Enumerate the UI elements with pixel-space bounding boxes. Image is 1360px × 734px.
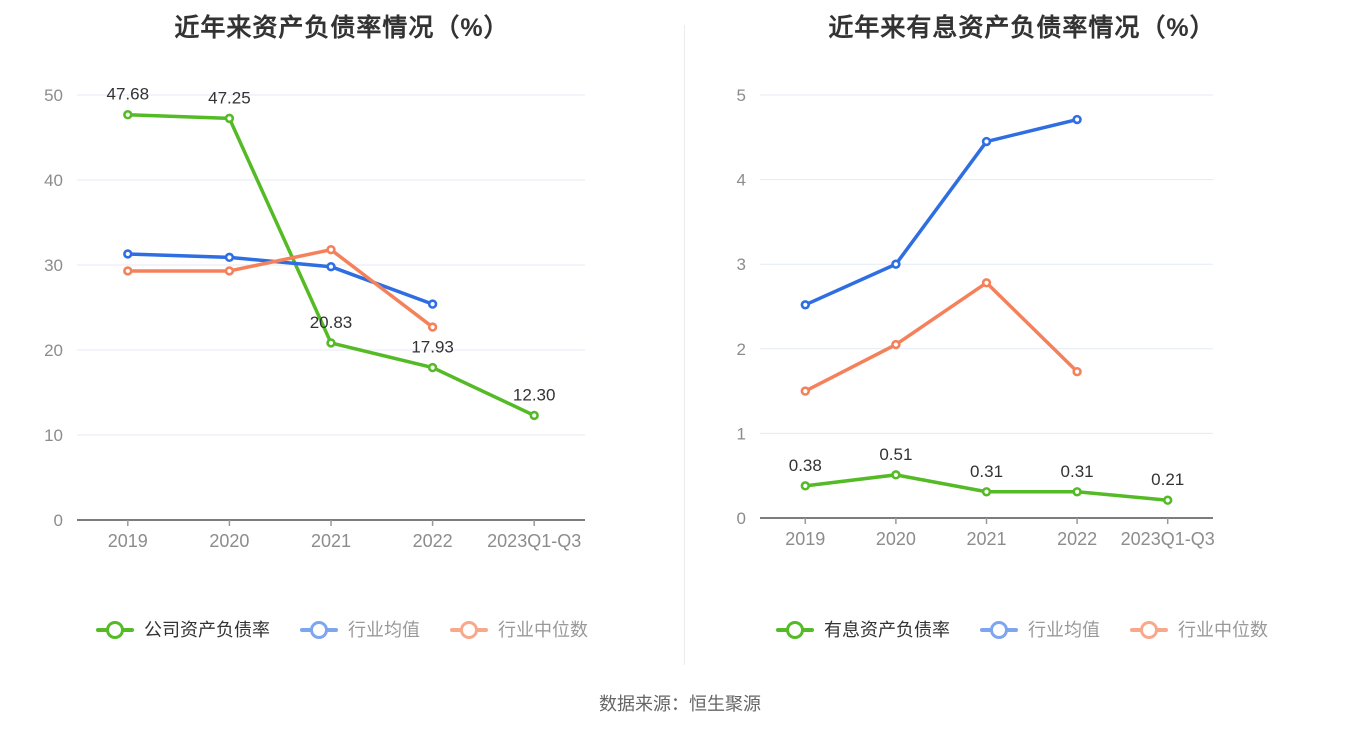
legend-item-industry-average[interactable]: 行业均值 xyxy=(980,620,1100,640)
data-point xyxy=(427,362,438,373)
data-label: 0.31 xyxy=(970,462,1003,481)
data-point xyxy=(224,266,235,276)
x-axis-label: 2023Q1-Q3 xyxy=(487,531,581,551)
legend-item-industry-median[interactable]: 行业中位数 xyxy=(450,620,588,640)
data-label: 17.93 xyxy=(411,338,454,357)
panel-divider xyxy=(684,25,685,665)
y-axis-label: 50 xyxy=(44,86,63,105)
data-point xyxy=(326,245,336,255)
data-label: 20.83 xyxy=(310,313,353,332)
legend-label: 行业中位数 xyxy=(498,620,588,640)
data-label: 0.51 xyxy=(879,445,912,464)
interest-bearing-asset-liability-ratio-legend-marker-icon xyxy=(776,620,814,640)
legend-label: 行业均值 xyxy=(348,620,420,640)
y-axis-label: 20 xyxy=(44,341,63,360)
x-axis-label: 2019 xyxy=(785,529,825,549)
data-point xyxy=(326,338,336,348)
data-point xyxy=(1072,366,1082,377)
data-point xyxy=(123,266,133,276)
interest-bearing-liability-chart: 0 1 2 3 4 5 2019 2020 2021 2022 2023Q1-Q3 0.38 0.51 0… xyxy=(737,86,1215,549)
x-axis-label: 2021 xyxy=(311,531,351,551)
y-axis-label: 0 xyxy=(737,509,746,528)
company-asset-liability-ratio-legend-marker-icon xyxy=(96,620,134,640)
legend-label: 行业中位数 xyxy=(1178,620,1268,640)
y-axis-label: 0 xyxy=(54,511,63,530)
right-chart-title: 近年来有息资产负债率情况（%） xyxy=(828,14,1216,42)
legend-label: 公司资产负债率 xyxy=(144,620,270,640)
industry-median-line xyxy=(803,281,1079,393)
data-point xyxy=(529,410,539,421)
right-chart-legend: 有息资产负债率 行业均值 行业中位数 xyxy=(684,611,1360,649)
data-point xyxy=(326,262,336,272)
x-axis-label: 2022 xyxy=(1057,529,1097,549)
x-axis-label: 2021 xyxy=(966,529,1006,549)
industry-median-legend-marker-icon xyxy=(450,620,488,640)
y-axis-label: 30 xyxy=(44,256,63,275)
data-point xyxy=(1072,487,1082,497)
x-axis-label: 2023Q1-Q3 xyxy=(1121,529,1215,549)
data-label: 0.21 xyxy=(1151,470,1184,489)
data-point xyxy=(123,249,133,259)
legend-label: 行业均值 xyxy=(1028,620,1100,640)
left-chart-title: 近年来资产负债率情况（%） xyxy=(174,14,510,42)
y-axis-label: 4 xyxy=(737,171,746,190)
data-point xyxy=(800,300,810,310)
data-point xyxy=(1072,114,1082,125)
industry-average-legend-marker-icon xyxy=(980,620,1018,640)
x-axis-label: 2020 xyxy=(876,529,916,549)
data-point xyxy=(891,470,901,480)
industry-median-line xyxy=(126,247,435,329)
legend-label: 有息资产负债率 xyxy=(824,620,950,640)
data-label: 47.68 xyxy=(107,85,150,104)
data-source-note: 数据来源：恒生聚源 xyxy=(599,694,761,714)
legend-item-industry-median[interactable]: 行业中位数 xyxy=(1130,620,1268,640)
data-point xyxy=(224,252,235,263)
legend-item-interest-bearing-asset-liability-ratio[interactable]: 有息资产负债率 xyxy=(776,620,950,640)
industry-average-legend-marker-icon xyxy=(300,620,338,640)
industry-median-legend-marker-icon xyxy=(1130,620,1168,640)
data-point xyxy=(891,339,901,350)
x-axis-label: 2019 xyxy=(108,531,148,551)
data-label: 0.31 xyxy=(1061,462,1094,481)
data-point xyxy=(123,110,133,120)
left-chart-legend: 公司资产负债率 行业均值 行业中位数 xyxy=(0,611,684,649)
data-label: 12.30 xyxy=(513,385,556,404)
x-axis-label: 2020 xyxy=(209,531,249,551)
data-label: 0.38 xyxy=(789,456,822,475)
data-point xyxy=(800,386,810,396)
asset-liability-chart: 0 10 20 30 40 50 2019 2020 2021 2022 2023Q1-Q3 47.6… xyxy=(44,85,585,551)
y-axis-label: 10 xyxy=(44,426,63,445)
y-axis-label: 5 xyxy=(737,86,746,105)
y-axis-label: 40 xyxy=(44,171,63,190)
data-point xyxy=(891,259,901,269)
y-axis-label: 3 xyxy=(737,255,746,274)
data-point xyxy=(224,113,235,124)
industry-average-line xyxy=(803,117,1079,307)
data-point xyxy=(981,487,992,497)
data-point xyxy=(981,136,992,147)
data-point xyxy=(981,278,992,288)
data-point xyxy=(800,481,810,491)
data-point xyxy=(427,299,438,309)
y-axis-label: 1 xyxy=(737,424,746,443)
legend-item-company-asset-liability-ratio[interactable]: 公司资产负债率 xyxy=(96,620,270,640)
x-axis-label: 2022 xyxy=(413,531,453,551)
data-label: 47.25 xyxy=(208,88,251,107)
y-axis-label: 2 xyxy=(737,340,746,359)
legend-item-industry-average[interactable]: 行业均值 xyxy=(300,620,420,640)
data-point xyxy=(1162,495,1173,505)
data-point xyxy=(427,322,438,332)
